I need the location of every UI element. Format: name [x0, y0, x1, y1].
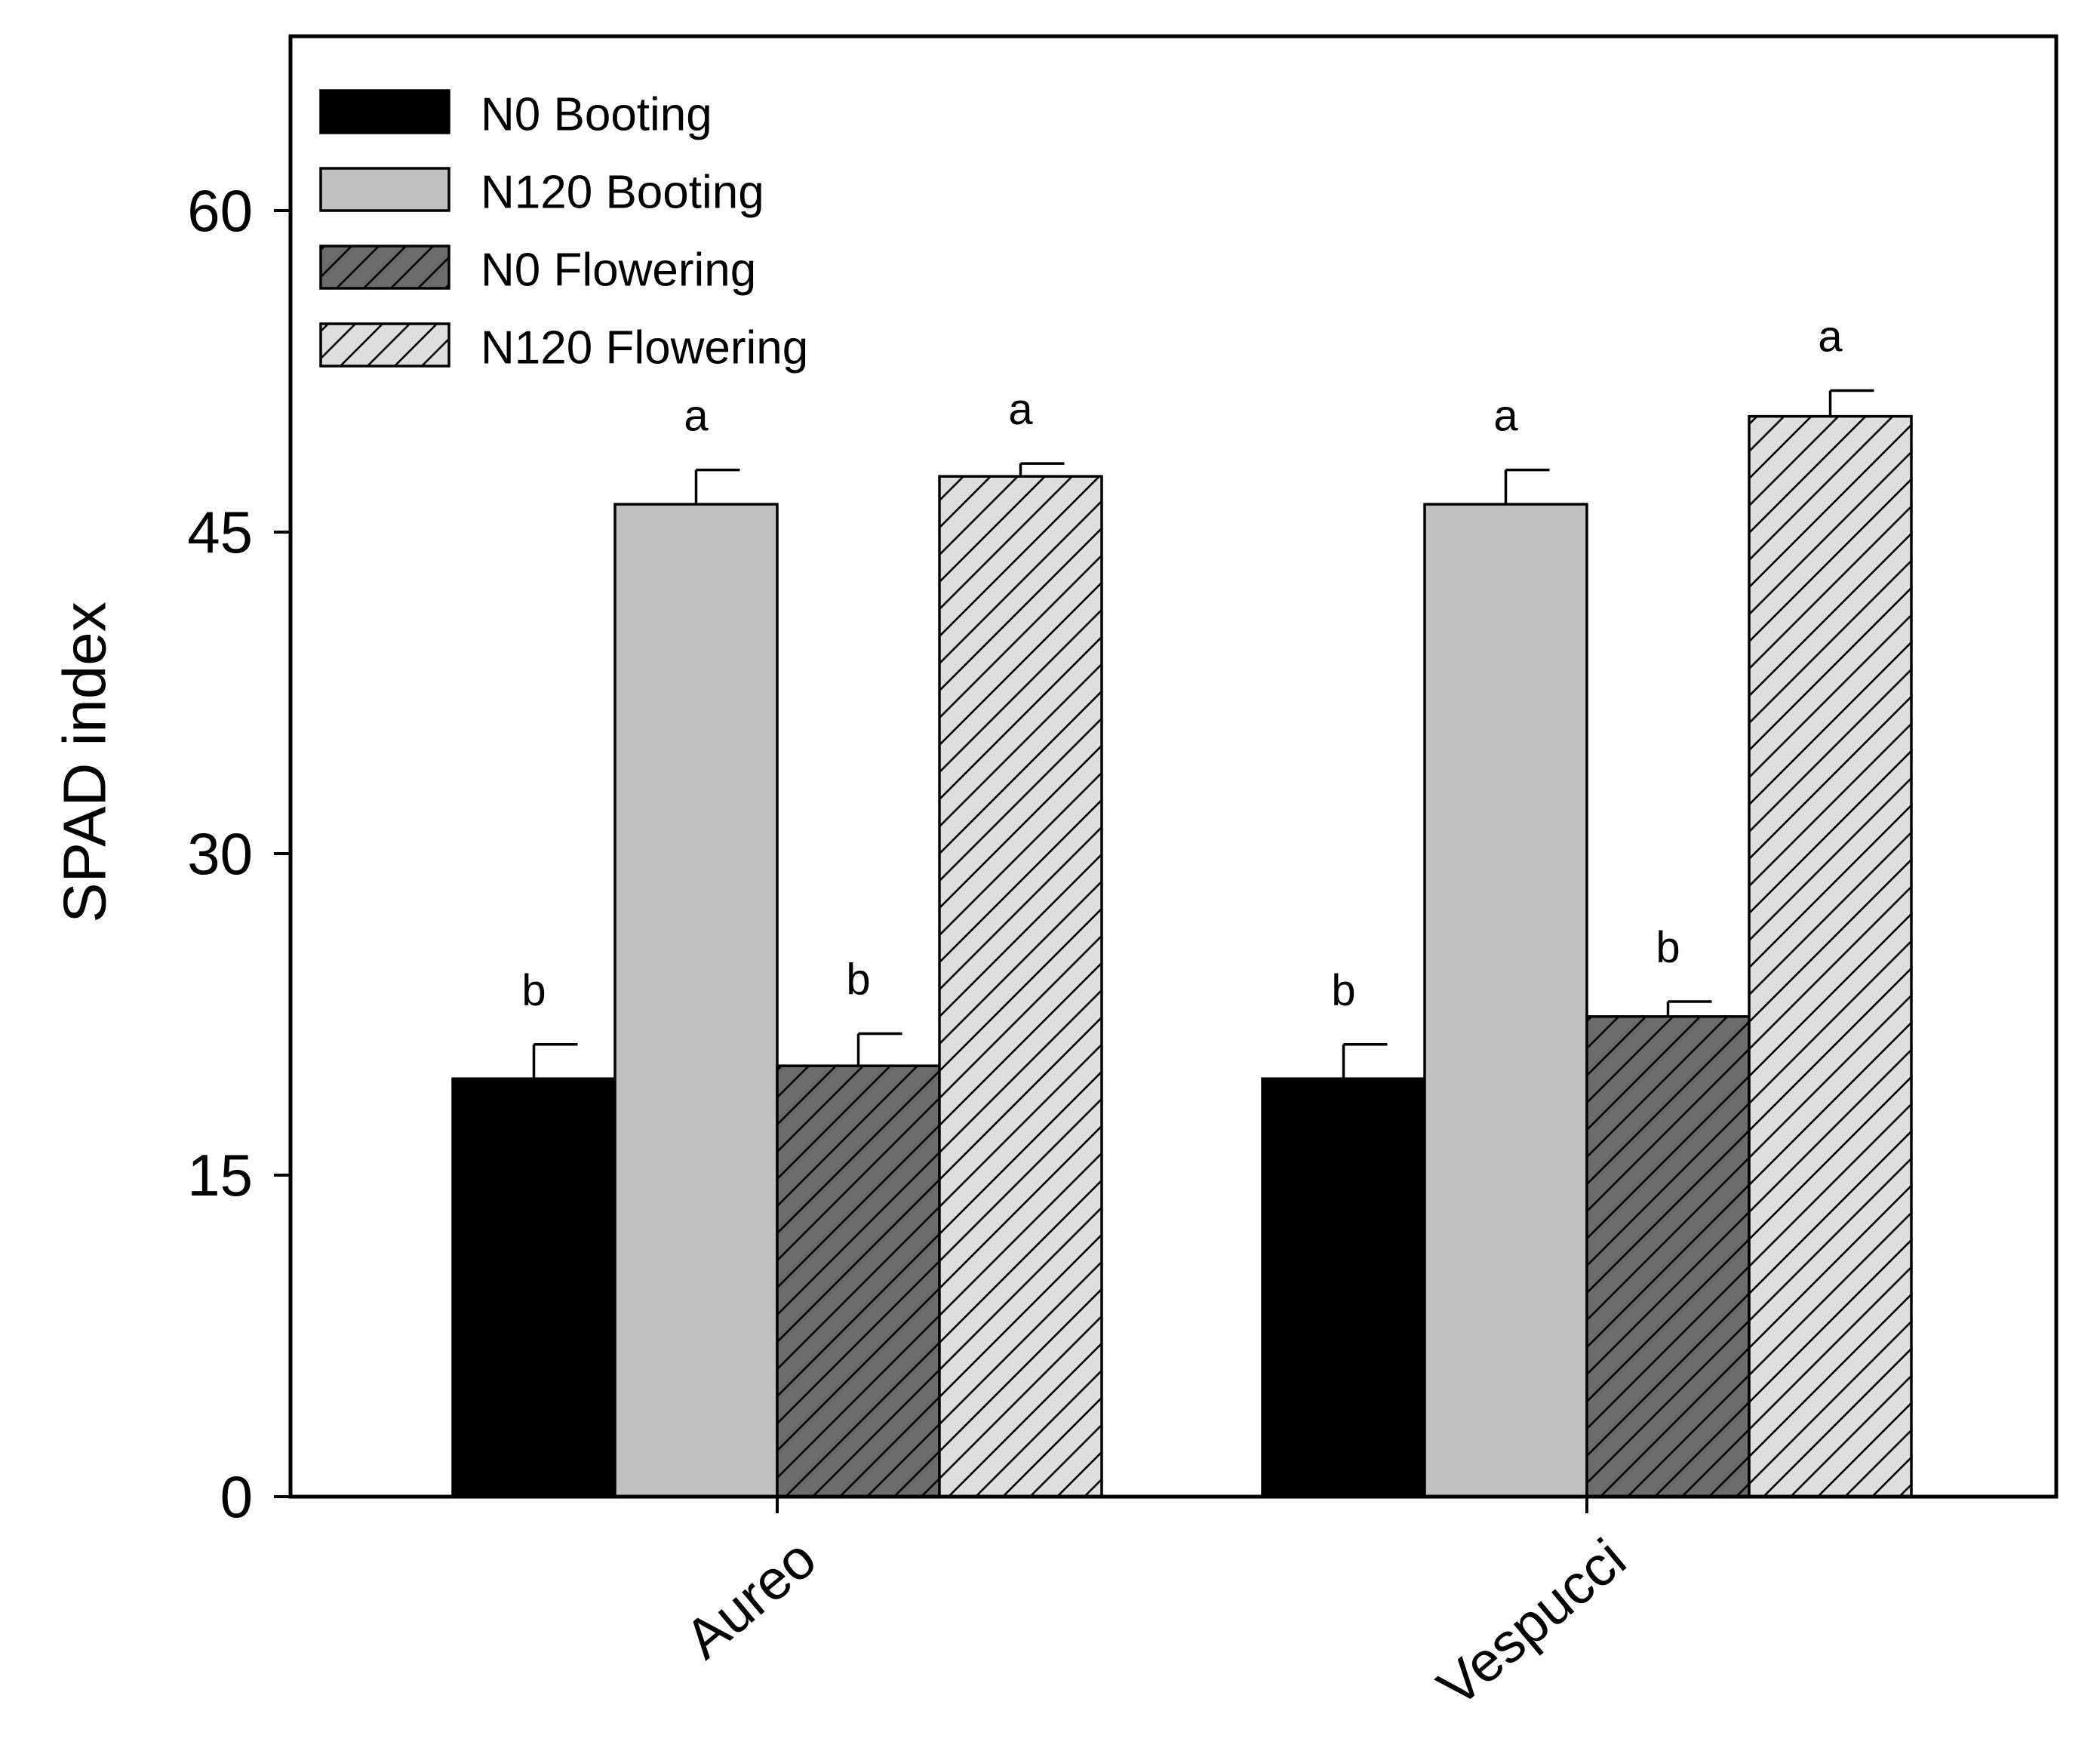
legend-item: N0 Booting	[319, 89, 712, 141]
significance-letter: a	[1493, 392, 1518, 441]
significance-letter: b	[521, 966, 546, 1015]
x-category-label: Aureo	[673, 1527, 828, 1671]
bar	[613, 503, 779, 1498]
bar-group-aureo: b a b a	[451, 385, 1103, 1498]
significance-letter: b	[1331, 966, 1355, 1015]
bar	[938, 475, 1103, 1498]
legend-swatch	[319, 167, 450, 212]
bar	[1585, 1015, 1751, 1498]
y-tick-label: 30	[187, 820, 253, 887]
legend: N0 Booting N120 Booting N0 Flowering N120 F…	[319, 89, 808, 374]
significance-letter: b	[1656, 923, 1680, 972]
legend-swatch	[319, 89, 450, 134]
bar	[451, 1077, 616, 1498]
significance-letter: b	[846, 956, 870, 1005]
legend-swatch	[319, 245, 450, 290]
y-axis-title: SPAD index	[51, 602, 118, 922]
legend-swatch	[319, 322, 450, 368]
legend-label: N0 Flowering	[481, 245, 756, 297]
legend-item: N120 Booting	[319, 167, 764, 219]
y-tick-label: 45	[187, 499, 253, 565]
legend-label: N120 Flowering	[481, 322, 808, 374]
y-tick-label: 15	[187, 1142, 253, 1208]
legend-item: N120 Flowering	[319, 322, 808, 374]
legend-label: N120 Booting	[481, 167, 764, 219]
bar	[1748, 414, 1913, 1498]
y-tick-label: 0	[220, 1463, 253, 1530]
significance-letter: a	[1008, 385, 1033, 434]
bars-layer: b a b a b a b a	[451, 312, 1913, 1498]
x-axis: Aureo Vespucci	[673, 1497, 1637, 1719]
bar	[1423, 503, 1588, 1498]
bar	[776, 1064, 941, 1498]
y-tick-label: 60	[187, 177, 253, 244]
significance-letter: a	[1818, 312, 1843, 362]
y-axis: 0 15 30 45 60	[187, 177, 291, 1530]
bar-group-vespucci: b a b a	[1261, 312, 1913, 1498]
bar	[1261, 1077, 1426, 1498]
x-category-label: Vespucci	[1425, 1527, 1637, 1719]
plot-frame	[288, 34, 2058, 1499]
legend-item: N0 Flowering	[319, 245, 756, 297]
legend-label: N0 Booting	[481, 89, 712, 141]
significance-letter: a	[684, 392, 709, 441]
